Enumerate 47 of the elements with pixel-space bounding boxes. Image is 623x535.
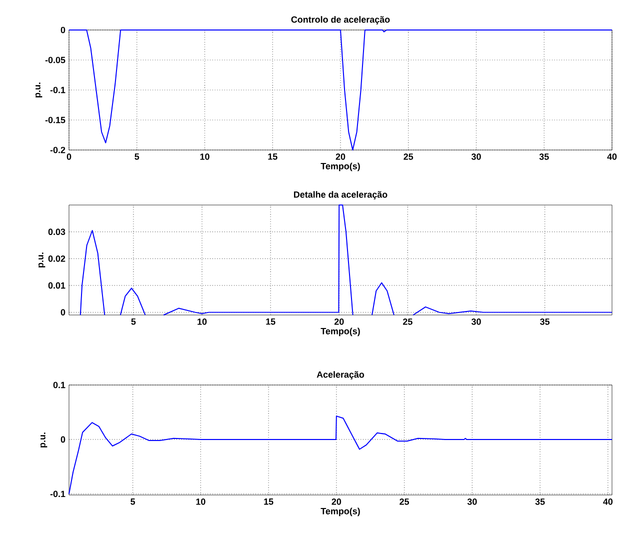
- y-tick-label: 0.01: [48, 282, 66, 289]
- line-series: [68, 416, 613, 494]
- y-tick-label: 0: [60, 436, 66, 443]
- x-tick-label: 0: [66, 154, 72, 160]
- x-axis-title: Tempo(s): [320, 508, 360, 516]
- y-tick-label: -0.05: [45, 56, 66, 64]
- y-tick-label: -0.15: [45, 116, 66, 124]
- y-tick-label: -0.1: [50, 490, 66, 498]
- y-axis-title: p.u.: [35, 82, 42, 98]
- x-axis-title: Tempo(s): [320, 162, 360, 172]
- y-tick-label: 0: [60, 26, 66, 34]
- y-tick-label: 0.03: [48, 228, 66, 236]
- x-tick-label: 35: [539, 154, 549, 160]
- x-tick-label: 40: [607, 154, 617, 160]
- x-tick-label: 40: [603, 498, 613, 505]
- x-tick-label: 15: [268, 154, 278, 160]
- y-tick-label: -0.2: [50, 146, 66, 154]
- x-tick-label: 35: [535, 498, 545, 505]
- x-tick-label: 30: [471, 318, 481, 325]
- y-tick-label: 0.1: [53, 382, 66, 388]
- y-tick-label: -0.1: [50, 86, 66, 94]
- chart-title: Detalhe da aceleração: [294, 191, 388, 200]
- x-tick-label: 5: [130, 498, 136, 505]
- x-tick-label: 25: [403, 318, 412, 325]
- y-axis-title: p.u.: [38, 252, 46, 268]
- x-tick-label: 30: [471, 154, 481, 160]
- x-tick-label: 5: [131, 318, 136, 325]
- line-series: [68, 29, 613, 150]
- x-tick-label: 15: [264, 498, 274, 505]
- x-tick-label: 20: [332, 498, 342, 505]
- x-tick-label: 25: [404, 154, 414, 160]
- x-tick-label: 20: [334, 318, 344, 325]
- x-tick-label: 10: [198, 318, 207, 325]
- x-tick-label: 10: [200, 154, 210, 160]
- x-tick-label: 30: [467, 498, 477, 505]
- x-axis-title: Tempo(s): [320, 328, 360, 336]
- x-tick-label: 25: [400, 498, 410, 505]
- x-tick-label: 5: [134, 154, 140, 160]
- y-axis-title: p.u.: [40, 432, 48, 448]
- chart-title: Controlo de aceleração: [291, 16, 390, 24]
- y-tick-label: 0.02: [48, 255, 66, 262]
- x-tick-label: 20: [336, 154, 346, 160]
- y-tick-label: 0: [60, 309, 66, 316]
- chart-title: Aceleração: [316, 371, 364, 380]
- x-tick-label: 10: [196, 498, 206, 505]
- x-tick-label: 15: [266, 318, 276, 325]
- x-tick-label: 35: [540, 318, 550, 325]
